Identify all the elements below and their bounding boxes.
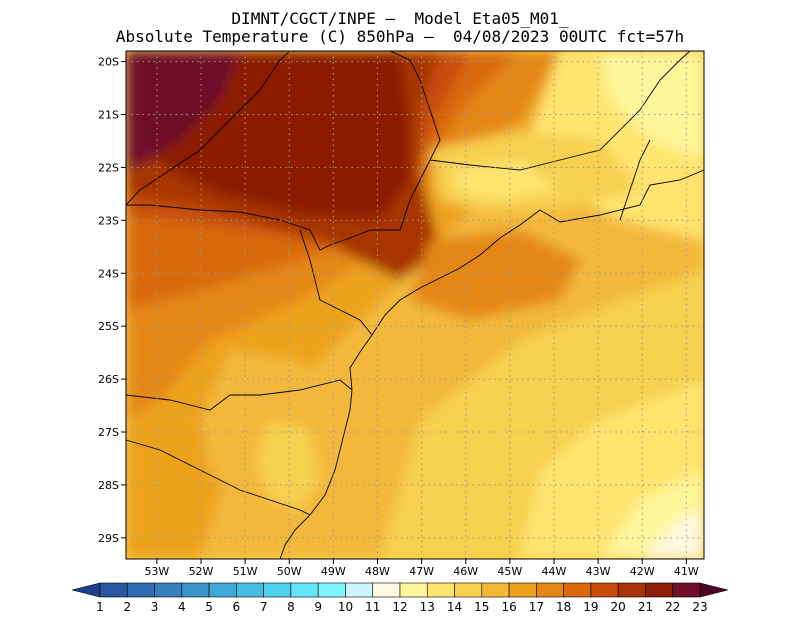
lon-tick-label: 42W <box>630 565 655 578</box>
state-border-sc-rs <box>126 439 311 516</box>
colorbar-label: 4 <box>178 600 186 614</box>
lat-tick-label: 27S <box>98 426 119 439</box>
lon-tick-label: 45W <box>497 565 522 578</box>
colorbar-segment <box>99 582 128 598</box>
lat-tick-label: 26S <box>98 373 119 386</box>
lon-tick-label: 46W <box>453 565 478 578</box>
colorbar-segment <box>481 582 510 598</box>
colorbar-label: 16 <box>501 600 516 614</box>
colorbar-arrow-high <box>699 582 729 598</box>
colorbar-label: 23 <box>692 600 707 614</box>
colorbar-segment <box>563 582 592 598</box>
lat-tick-label: 25S <box>98 320 119 333</box>
lon-tick-label: 43W <box>586 565 611 578</box>
colorbar-label: 12 <box>392 600 407 614</box>
colorbar-segment <box>317 582 346 598</box>
map-frame <box>125 50 705 560</box>
colorbar-segment <box>645 582 674 598</box>
colorbar-segment <box>208 582 237 598</box>
lat-tick-label: 24S <box>98 267 119 280</box>
lat-tick-label: 20S <box>98 56 119 69</box>
state-border-es <box>619 139 651 221</box>
lat-tick-label: 29S <box>98 532 119 545</box>
colorbar-segment <box>426 582 455 598</box>
colorbar-label: 7 <box>260 600 268 614</box>
temperature-field <box>126 51 704 559</box>
map-title-line-1: DIMNT/CGCT/INPE – Model Eta05_M01_ <box>231 9 569 28</box>
colorbar-label: 11 <box>365 600 380 614</box>
latitude-axis: 20S 21S 22S 23S 24S 25S 26S 27S 28S 29S <box>98 56 126 545</box>
colorbar-label: 14 <box>447 600 462 614</box>
colorbar-label: 10 <box>338 600 353 614</box>
colorbar-label: 13 <box>420 600 435 614</box>
longitude-axis: 53W 52W 51W 50W 49W 48W 47W 46W 45W 44W 43W 42W 41W <box>144 559 699 578</box>
colorbar-label: 19 <box>583 600 598 614</box>
lat-tick-label: 21S <box>98 109 119 122</box>
colorbar-segment <box>154 582 183 598</box>
lon-tick-label: 53W <box>144 565 169 578</box>
coastline-and-borders <box>126 51 704 559</box>
colorbar-segment <box>372 582 401 598</box>
lon-tick-label: 51W <box>233 565 258 578</box>
colorbar-segment <box>672 582 701 598</box>
colorbar-label: 8 <box>287 600 295 614</box>
colorbar-segment <box>590 582 619 598</box>
colorbar-label: 2 <box>123 600 131 614</box>
colorbar-segment <box>290 582 319 598</box>
lat-tick-label: 23S <box>98 214 119 227</box>
colorbar-segment <box>454 582 483 598</box>
colorbar-label: 18 <box>556 600 571 614</box>
colorbar-segment <box>399 582 428 598</box>
colorbar-segment <box>181 582 210 598</box>
lat-tick-label: 28S <box>98 479 119 492</box>
colorbar-label: 1 <box>96 600 104 614</box>
colorbar-label: 17 <box>529 600 544 614</box>
lon-tick-label: 44W <box>542 565 567 578</box>
colorbar-segment <box>126 582 155 598</box>
colorbar-label: 20 <box>611 600 626 614</box>
colorbar-label: 21 <box>638 600 653 614</box>
colorbar-labels: 1 2 3 4 5 6 7 8 9 10 11 12 13 14 15 16 17 18 19 20 21 22 23 <box>96 600 707 614</box>
colorbar-label: 3 <box>151 600 159 614</box>
state-border-sp-pr <box>299 229 373 336</box>
lon-tick-label: 52W <box>189 565 214 578</box>
colorbar-label: 22 <box>665 600 680 614</box>
colorbar-segment <box>345 582 374 598</box>
colorbar <box>71 582 729 598</box>
state-border-mg-sp <box>126 51 441 251</box>
colorbar-label: 6 <box>233 600 241 614</box>
coastline <box>279 169 704 559</box>
colorbar-segment <box>263 582 292 598</box>
lon-tick-label: 49W <box>321 565 346 578</box>
colorbar-segment <box>536 582 564 598</box>
colorbar-segment <box>508 582 537 598</box>
colorbar-segment <box>617 582 646 598</box>
colorbar-label: 15 <box>474 600 489 614</box>
colorbar-label: 9 <box>314 600 322 614</box>
lon-tick-label: 50W <box>277 565 302 578</box>
lon-tick-label: 48W <box>365 565 390 578</box>
lon-tick-label: 41W <box>674 565 699 578</box>
colorbar-segment <box>236 582 264 598</box>
grid-lines <box>126 51 704 559</box>
map-title-line-2: Absolute Temperature (C) 850hPa – 04/08/… <box>115 27 685 46</box>
lon-tick-label: 47W <box>409 565 434 578</box>
lat-tick-label: 22S <box>98 161 119 174</box>
colorbar-arrow-low <box>71 582 101 598</box>
colorbar-label: 5 <box>205 600 213 614</box>
state-border-ms <box>126 51 291 206</box>
state-border-mg-rj <box>429 51 691 171</box>
